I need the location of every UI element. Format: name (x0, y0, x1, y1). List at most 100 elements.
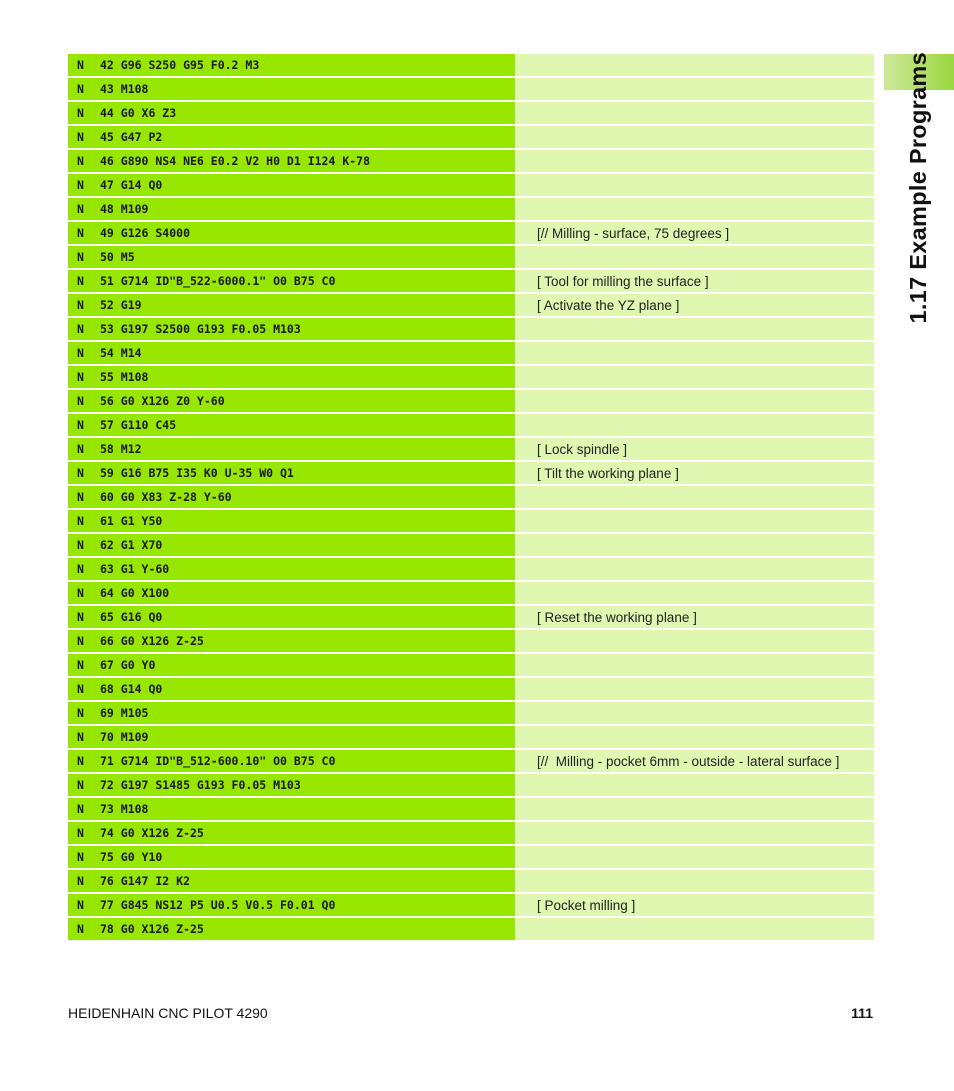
comment-cell (515, 846, 874, 868)
comment-cell (515, 318, 874, 340)
comment-cell (515, 126, 874, 148)
nc-code-text: 58 M12 (100, 442, 142, 456)
block-letter: N (77, 514, 84, 528)
nc-code-text: 56 G0 X126 Z0 Y-60 (100, 394, 225, 408)
nc-code-text: 61 G1 Y50 (100, 514, 163, 528)
nc-code-text: 59 G16 B75 I35 K0 U-35 W0 Q1 (100, 466, 294, 480)
nc-code-text: 70 M109 (100, 730, 149, 744)
nc-code-cell: N 59 G16 B75 I35 K0 U-35 W0 Q1 (68, 462, 515, 484)
nc-code-text: 52 G19 (100, 298, 142, 312)
comment-cell (515, 342, 874, 364)
comment-cell (515, 246, 874, 268)
program-row: N 76 G147 I2 K2 (68, 870, 874, 892)
block-letter: N (77, 490, 84, 504)
nc-code-cell: N 57 G110 C45 (68, 414, 515, 436)
nc-code-cell: N 69 M105 (68, 702, 515, 724)
program-row: N 73 M108 (68, 798, 874, 820)
program-row: N 44 G0 X6 Z3 (68, 102, 874, 124)
comment-cell (515, 366, 874, 388)
block-letter: N (77, 226, 84, 240)
block-letter: N (77, 826, 84, 840)
block-letter: N (77, 418, 84, 432)
comment-cell (515, 486, 874, 508)
nc-code-text: 67 G0 Y0 (100, 658, 156, 672)
nc-code-cell: N 74 G0 X126 Z-25 (68, 822, 515, 844)
nc-code-cell: N 73 M108 (68, 798, 515, 820)
comment-cell (515, 678, 874, 700)
nc-code-cell: N 63 G1 Y-60 (68, 558, 515, 580)
program-row: N 63 G1 Y-60 (68, 558, 874, 580)
nc-code-cell: N 48 M109 (68, 198, 515, 220)
footer-product-name: HEIDENHAIN CNC PILOT 4290 (68, 1005, 268, 1021)
program-row: N 51 G714 ID"B_522-6000.1" O0 B75 C0 [ Too… (68, 270, 874, 292)
comment-cell (515, 174, 874, 196)
nc-code-text: 49 G126 S4000 (100, 226, 191, 240)
nc-code-cell: N 55 M108 (68, 366, 515, 388)
program-row: N 78 G0 X126 Z-25 (68, 918, 874, 940)
nc-code-text: 76 G147 I2 K2 (100, 874, 191, 888)
page-number: 111 (851, 1005, 873, 1021)
comment-cell (515, 102, 874, 124)
nc-code-text: 78 G0 X126 Z-25 (100, 922, 204, 936)
block-letter: N (77, 730, 84, 744)
program-row: N 49 G126 S4000 [// Milling - surface, 75 … (68, 222, 874, 244)
program-row: N 72 G197 S1485 G193 F0.05 M103 (68, 774, 874, 796)
nc-code-text: 64 G0 X100 (100, 586, 170, 600)
nc-code-cell: N 71 G714 ID"B_512-600.10" O0 B75 C0 (68, 750, 515, 772)
nc-code-text: 42 G96 S250 G95 F0.2 M3 (100, 58, 260, 72)
nc-code-cell: N 45 G47 P2 (68, 126, 515, 148)
program-row: N 61 G1 Y50 (68, 510, 874, 532)
block-letter: N (77, 898, 84, 912)
nc-code-text: 72 G197 S1485 G193 F0.05 M103 (100, 778, 301, 792)
program-row: N 43 M108 (68, 78, 874, 100)
comment-cell: [ Reset the working plane ] (515, 606, 874, 628)
nc-code-cell: N 47 G14 Q0 (68, 174, 515, 196)
block-letter: N (77, 202, 84, 216)
nc-code-text: 68 G14 Q0 (100, 682, 163, 696)
program-row: N 75 G0 Y10 (68, 846, 874, 868)
block-letter: N (77, 682, 84, 696)
nc-code-cell: N 65 G16 Q0 (68, 606, 515, 628)
block-letter: N (77, 154, 84, 168)
program-row: N 52 G19 [ Activate the YZ plane ] (68, 294, 874, 316)
program-row: N 77 G845 NS12 P5 U0.5 V0.5 F0.01 Q0 [ Poc… (68, 894, 874, 916)
nc-code-text: 53 G197 S2500 G193 F0.05 M103 (100, 322, 301, 336)
nc-code-text: 66 G0 X126 Z-25 (100, 634, 204, 648)
program-row: N 66 G0 X126 Z-25 (68, 630, 874, 652)
block-letter: N (77, 274, 84, 288)
comment-cell (515, 630, 874, 652)
nc-code-cell: N 78 G0 X126 Z-25 (68, 918, 515, 940)
program-row: N 50 M5 (68, 246, 874, 268)
program-row: N 67 G0 Y0 (68, 654, 874, 676)
nc-code-cell: N 49 G126 S4000 (68, 222, 515, 244)
nc-code-text: 45 G47 P2 (100, 130, 163, 144)
comment-cell: [// Milling - pocket 6mm - outside - lat… (515, 750, 874, 772)
program-row: N 69 M105 (68, 702, 874, 724)
nc-code-cell: N 64 G0 X100 (68, 582, 515, 604)
program-row: N 62 G1 X70 (68, 534, 874, 556)
nc-code-cell: N 62 G1 X70 (68, 534, 515, 556)
comment-cell (515, 54, 874, 76)
block-letter: N (77, 538, 84, 552)
comment-cell (515, 150, 874, 172)
block-letter: N (77, 850, 84, 864)
program-row: N 56 G0 X126 Z0 Y-60 (68, 390, 874, 412)
program-row: N 54 M14 (68, 342, 874, 364)
program-row: N 70 M109 (68, 726, 874, 748)
nc-code-cell: N 72 G197 S1485 G193 F0.05 M103 (68, 774, 515, 796)
nc-code-text: 71 G714 ID"B_512-600.10" O0 B75 C0 (100, 754, 336, 768)
program-row: N 48 M109 (68, 198, 874, 220)
nc-code-text: 44 G0 X6 Z3 (100, 106, 177, 120)
comment-cell (515, 582, 874, 604)
block-letter: N (77, 58, 84, 72)
comment-cell (515, 198, 874, 220)
nc-code-cell: N 61 G1 Y50 (68, 510, 515, 532)
comment-cell (515, 726, 874, 748)
comment-cell (515, 510, 874, 532)
block-letter: N (77, 466, 84, 480)
program-row: N 68 G14 Q0 (68, 678, 874, 700)
block-letter: N (77, 178, 84, 192)
nc-code-cell: N 60 G0 X83 Z-28 Y-60 (68, 486, 515, 508)
nc-code-text: 57 G110 C45 (100, 418, 177, 432)
nc-code-cell: N 68 G14 Q0 (68, 678, 515, 700)
